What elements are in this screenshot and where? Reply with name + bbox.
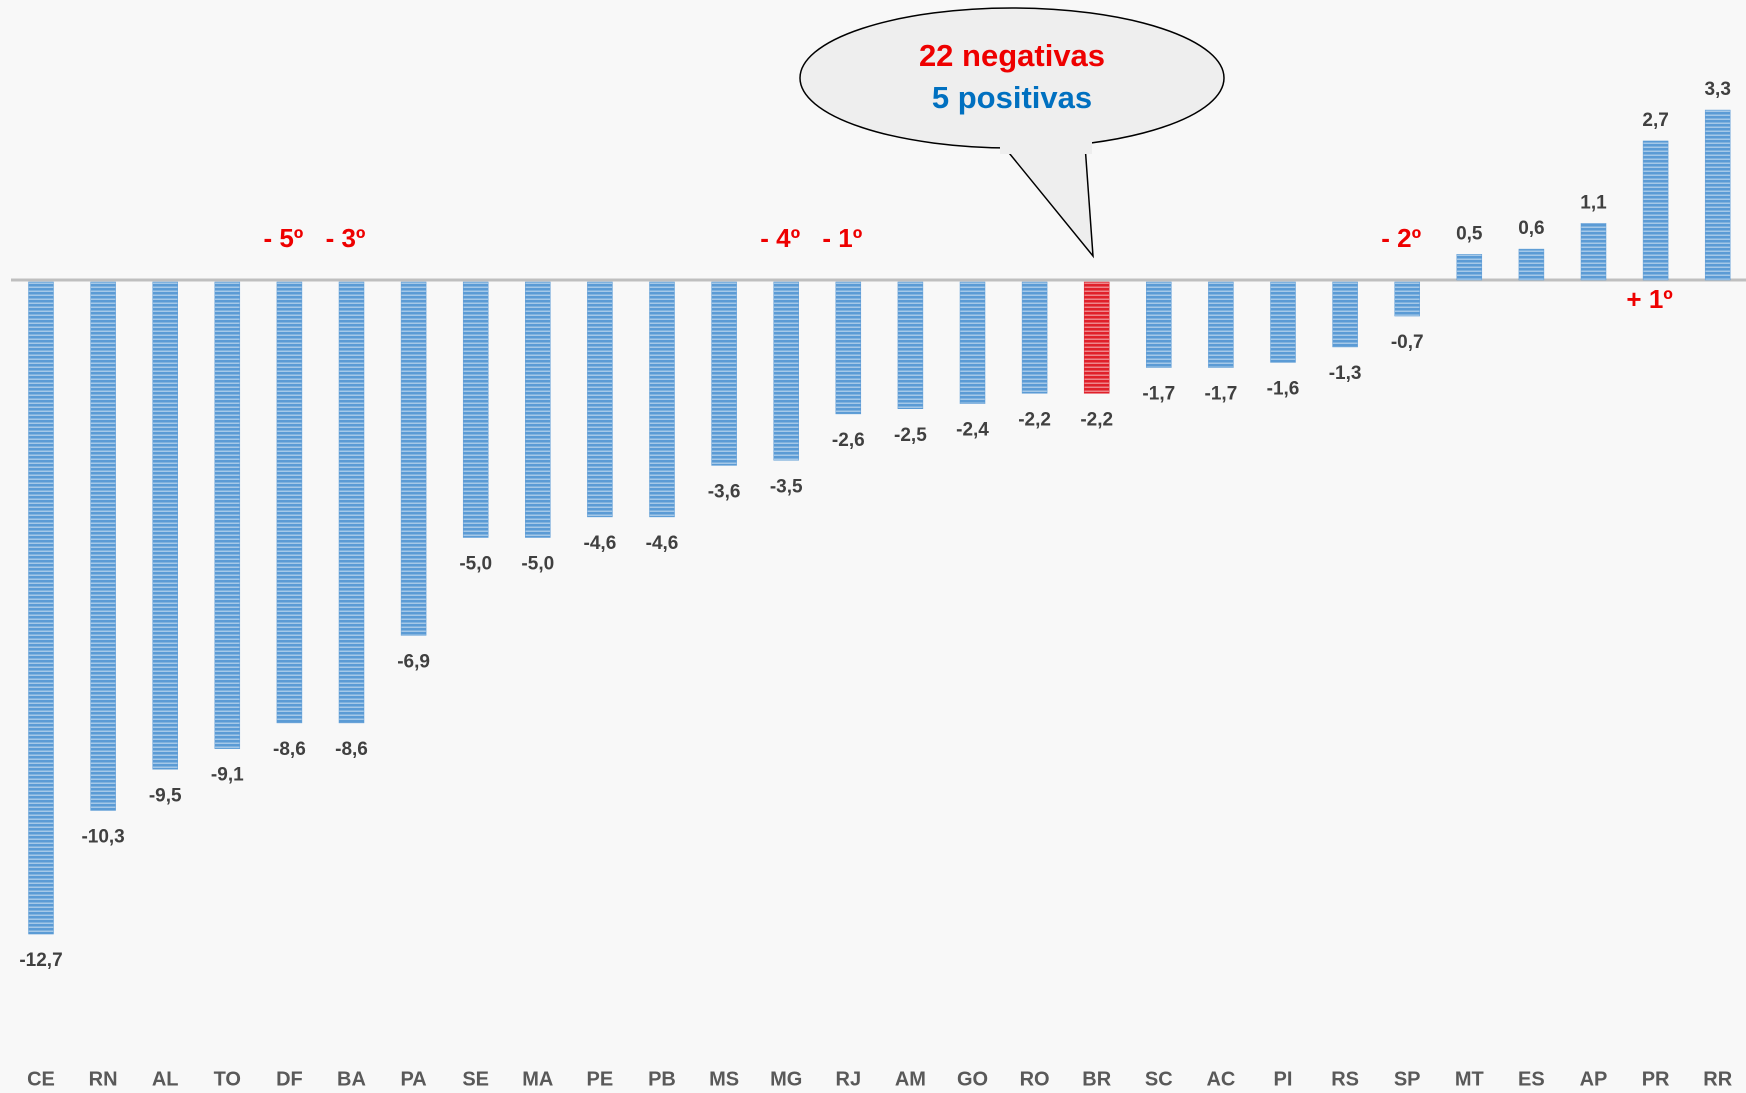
value-label: -4,6: [646, 533, 679, 554]
bar: [1021, 281, 1048, 394]
x-tick-label: RJ: [836, 1068, 862, 1090]
bar: [1146, 281, 1172, 368]
x-tick-label: AP: [1580, 1068, 1608, 1090]
value-label: -2,2: [1018, 409, 1051, 430]
value-label: -10,3: [81, 826, 124, 847]
x-tick-label: BA: [337, 1068, 366, 1090]
x-tick-label: SC: [1145, 1068, 1173, 1090]
bar: [525, 281, 551, 538]
bar: [214, 281, 241, 749]
value-label: -9,1: [211, 765, 244, 786]
bar: [587, 281, 613, 518]
x-tick-label: MS: [709, 1068, 739, 1090]
value-label: -8,6: [335, 739, 368, 760]
x-tick-label: PA: [400, 1068, 426, 1090]
rank-annotation: - 5º: [263, 223, 303, 253]
rank-annotation: - 2º: [1381, 223, 1421, 253]
x-tick-label: SP: [1394, 1068, 1421, 1090]
value-label: 1,1: [1580, 192, 1607, 213]
x-tick-label: PI: [1274, 1068, 1293, 1090]
x-tick-label: RS: [1331, 1068, 1359, 1090]
bar: [773, 281, 799, 461]
bar: [1394, 281, 1420, 317]
value-label: -1,6: [1267, 378, 1300, 399]
x-tick-label: DF: [276, 1068, 303, 1090]
x-tick-label: BR: [1082, 1068, 1111, 1090]
value-label: -2,5: [894, 425, 927, 446]
x-tick-label: AL: [152, 1068, 179, 1090]
bar: [1456, 254, 1483, 281]
callout-text: 22 negativas: [919, 38, 1105, 73]
value-label: -2,6: [832, 430, 865, 451]
rank-annotation: + 1º: [1626, 284, 1673, 314]
value-label: -8,6: [273, 739, 306, 760]
x-tick-label: GO: [957, 1068, 988, 1090]
value-label: -0,7: [1391, 332, 1424, 353]
rank-annotation: - 4º: [760, 223, 800, 253]
value-label: -2,4: [956, 420, 989, 441]
x-tick-label: MT: [1455, 1068, 1484, 1090]
x-tick-label: RR: [1703, 1068, 1732, 1090]
bar: [1208, 281, 1234, 368]
bar: [338, 281, 365, 724]
x-tick-label: MG: [770, 1068, 802, 1090]
value-label: -5,0: [459, 554, 492, 575]
bar: [1704, 109, 1731, 281]
value-label: -2,2: [1080, 409, 1113, 430]
bar: [1518, 248, 1545, 281]
value-label: -5,0: [521, 554, 554, 575]
x-tick-label: PR: [1642, 1068, 1670, 1090]
bar: [1580, 223, 1607, 281]
value-label: 0,6: [1518, 218, 1544, 239]
bar: [835, 281, 862, 415]
value-label: -4,6: [584, 533, 617, 554]
bar: [462, 281, 489, 538]
x-tick-label: CE: [27, 1068, 55, 1090]
x-tick-label: TO: [214, 1068, 241, 1090]
bar: [959, 281, 986, 404]
bar: [1642, 140, 1669, 281]
x-tick-label: MA: [522, 1068, 553, 1090]
bar: [649, 281, 675, 518]
callout-text: 5 positivas: [932, 80, 1092, 115]
x-tick-label: RN: [89, 1068, 118, 1090]
callout-join: [1000, 140, 1092, 154]
bar: [1332, 281, 1358, 348]
x-tick-label: ES: [1518, 1068, 1545, 1090]
callout: 22 negativas 5 positivas: [799, 7, 1225, 259]
bar: [152, 281, 178, 770]
callout-bubble: [799, 7, 1225, 149]
rank-annotation: - 3º: [326, 223, 366, 253]
value-label: 2,7: [1642, 110, 1668, 131]
x-tick-label: SE: [462, 1068, 489, 1090]
value-label: -6,9: [397, 651, 430, 672]
bar: [90, 281, 116, 811]
bar: [1270, 281, 1296, 363]
value-label: -1,7: [1205, 384, 1238, 405]
x-tick-label: RO: [1020, 1068, 1050, 1090]
value-label: 3,3: [1704, 79, 1730, 100]
bar: [897, 281, 924, 409]
rank-annotation: - 1º: [822, 223, 862, 253]
bar: [400, 281, 427, 636]
value-label: -1,7: [1142, 384, 1175, 405]
bar: [711, 281, 737, 466]
value-label: -9,5: [149, 785, 182, 806]
x-tick-label: PE: [587, 1068, 614, 1090]
value-label: -3,6: [708, 481, 741, 502]
value-label: 0,5: [1456, 223, 1483, 244]
value-label: -12,7: [19, 950, 62, 971]
x-tick-label: AC: [1206, 1068, 1235, 1090]
x-tick-label: PB: [648, 1068, 676, 1090]
bar: [28, 281, 54, 935]
value-label: -1,3: [1329, 363, 1362, 384]
bar: [276, 281, 303, 724]
bar: [1083, 281, 1110, 394]
value-label: -3,5: [770, 476, 803, 497]
x-tick-label: AM: [895, 1068, 926, 1090]
